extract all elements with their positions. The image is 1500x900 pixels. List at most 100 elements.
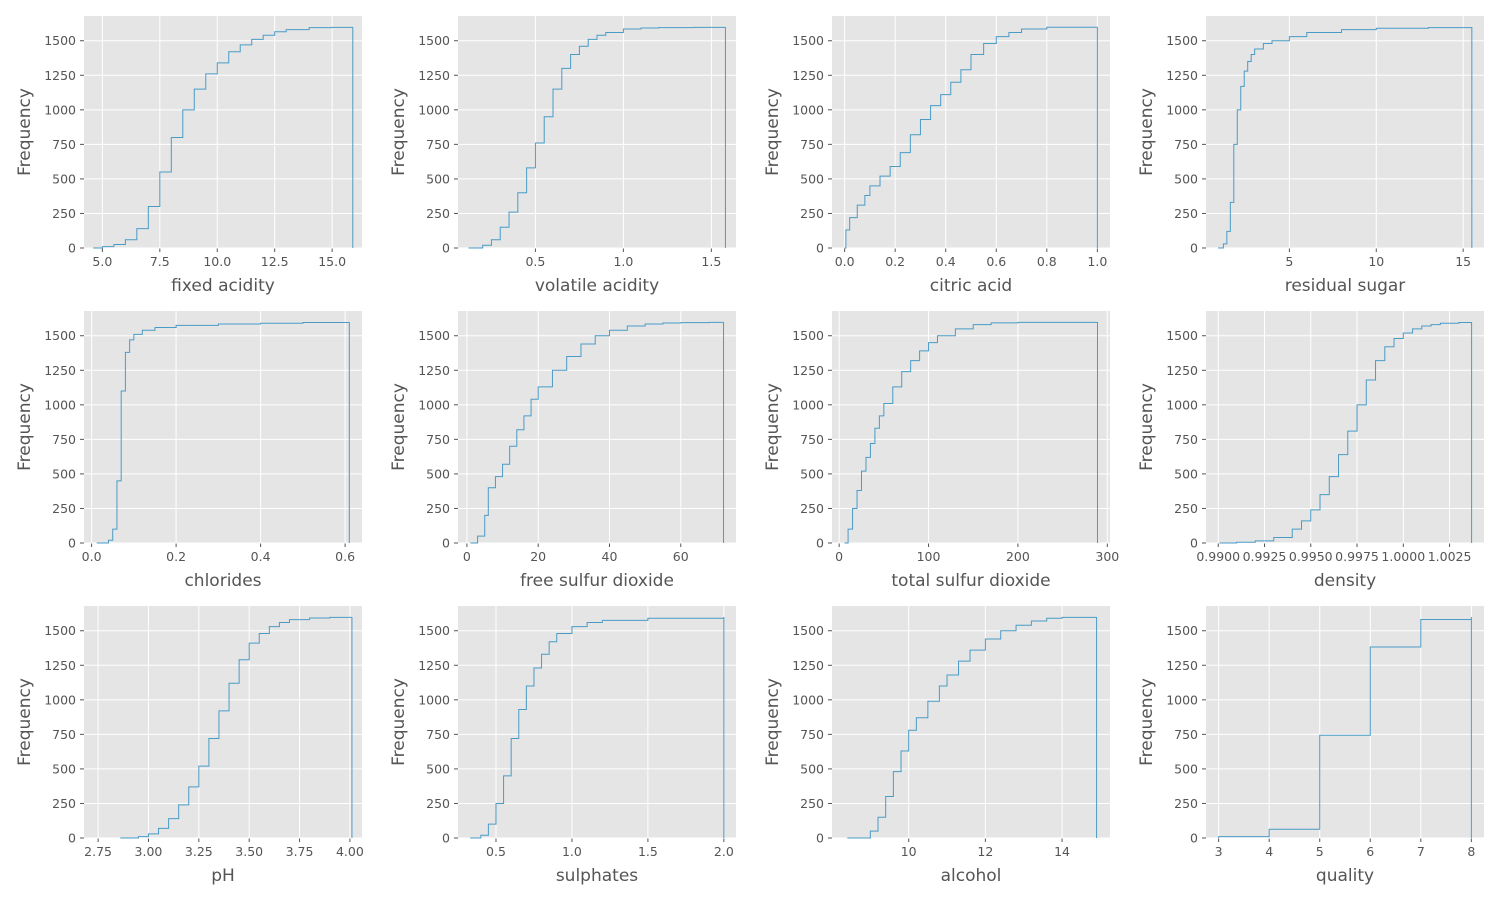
x-tick-label: 0.5: [486, 844, 506, 859]
x-axis-label: density: [1314, 571, 1376, 591]
y-tick-label: 500: [800, 466, 824, 481]
x-tick-label: 4: [1265, 844, 1273, 859]
panel-quality: 3 4 5 6 7 8 0 250 500 750 1000 1250 1500 quality Frequ…: [1137, 606, 1484, 886]
y-axis-label: Frequency: [1137, 678, 1157, 766]
y-tick-label: 500: [426, 761, 450, 776]
x-axis-label: volatile acidity: [535, 276, 659, 296]
y-tick-label: 1500: [44, 328, 76, 343]
x-tick-label: 2.0: [714, 844, 734, 859]
x-tick-label: 0.4: [936, 254, 956, 269]
x-tick-label: 3: [1215, 844, 1223, 859]
y-tick-label: 1250: [1166, 68, 1198, 83]
cumulative-step-series: [1219, 321, 1473, 544]
y-tick-label: 1250: [792, 363, 824, 378]
plot-area: [832, 311, 1110, 543]
x-axis-label: sulphates: [556, 866, 638, 886]
y-tick-label: 1000: [418, 397, 450, 412]
y-tick-label: 1250: [792, 68, 824, 83]
y-tick-label: 1000: [44, 692, 76, 707]
y-tick-label: 500: [800, 761, 824, 776]
y-tick-label: 1250: [1166, 658, 1198, 673]
x-tick-label: 1.5: [701, 254, 721, 269]
y-tick-label: 1000: [44, 397, 76, 412]
x-tick-label: 3.25: [185, 844, 213, 859]
x-tick-label: 40: [602, 549, 618, 564]
y-tick-label: 750: [800, 727, 824, 742]
cumulative-step-series: [96, 321, 350, 544]
y-tick-label: 750: [800, 137, 824, 152]
cumulative-step-series: [847, 616, 1098, 839]
y-tick-label: 1000: [792, 692, 824, 707]
y-tick-label: 1000: [1166, 692, 1198, 707]
y-tick-label: 750: [52, 137, 76, 152]
y-tick-label: 250: [800, 501, 824, 516]
x-axis-label: alcohol: [941, 866, 1002, 886]
x-tick-label: 0.9975: [1335, 549, 1379, 564]
x-tick-label: 3.00: [135, 844, 163, 859]
y-tick-label: 0: [1190, 831, 1198, 846]
x-tick-label: 7.5: [150, 254, 170, 269]
y-tick-label: 250: [52, 501, 76, 516]
y-tick-label: 0: [1190, 241, 1198, 256]
y-tick-label: 1250: [44, 68, 76, 83]
y-tick-label: 1500: [418, 623, 450, 638]
y-tick-label: 1500: [792, 33, 824, 48]
x-tick-label: 1.0: [562, 844, 582, 859]
x-tick-label: 10: [901, 844, 917, 859]
plot-area: [458, 606, 736, 838]
y-tick-label: 1500: [418, 328, 450, 343]
panel-citric-acid: 0.0 0.2 0.4 0.6 0.8 1.0 0 250 500 750 1000 1250 1500…: [763, 16, 1110, 296]
y-tick-label: 1500: [44, 33, 76, 48]
x-tick-label: 1.0: [1087, 254, 1107, 269]
x-tick-label: 15.0: [318, 254, 346, 269]
x-tick-label: 3.50: [235, 844, 263, 859]
y-tick-label: 500: [52, 466, 76, 481]
y-tick-label: 1000: [44, 102, 76, 117]
x-tick-label: 0.9950: [1289, 549, 1333, 564]
cumulative-step-series: [468, 26, 726, 249]
y-tick-label: 500: [1174, 761, 1198, 776]
x-tick-label: 1.0025: [1428, 549, 1472, 564]
y-tick-label: 0: [816, 831, 824, 846]
x-tick-label: 300: [1095, 549, 1119, 564]
x-tick-label: 14: [1054, 844, 1070, 859]
y-tick-label: 1000: [1166, 397, 1198, 412]
y-tick-label: 250: [52, 796, 76, 811]
x-tick-label: 20: [530, 549, 546, 564]
y-tick-label: 0: [442, 536, 450, 551]
y-tick-label: 1250: [418, 68, 450, 83]
y-axis-label: Frequency: [15, 88, 35, 176]
y-tick-label: 250: [800, 796, 824, 811]
x-tick-label: 200: [1006, 549, 1030, 564]
x-tick-label: 0.9925: [1243, 549, 1287, 564]
y-tick-label: 500: [426, 171, 450, 186]
y-tick-label: 250: [426, 206, 450, 221]
y-tick-label: 500: [1174, 466, 1198, 481]
x-tick-label: 4.00: [336, 844, 364, 859]
y-tick-label: 1250: [44, 363, 76, 378]
y-tick-label: 1500: [44, 623, 76, 638]
y-axis-label: Frequency: [389, 88, 409, 176]
y-tick-label: 250: [1174, 501, 1198, 516]
y-tick-label: 500: [1174, 171, 1198, 186]
panel-fixed-acidity: 5.0 7.5 10.0 12.5 15.0 0 250 500 750 1000 1250 1500…: [15, 16, 362, 296]
x-tick-label: 0.0: [82, 549, 102, 564]
y-tick-label: 1000: [792, 102, 824, 117]
y-axis-label: Frequency: [763, 383, 783, 471]
cumulative-step-series: [470, 617, 725, 839]
x-tick-label: 5: [1316, 844, 1324, 859]
x-tick-label: 5: [1285, 254, 1293, 269]
x-tick-label: 6: [1366, 844, 1374, 859]
y-tick-label: 750: [1174, 432, 1198, 447]
y-tick-label: 750: [800, 432, 824, 447]
panel-alcohol: 10 12 14 0 250 500 750 1000 1250 1500 alcohol Frequ…: [763, 606, 1110, 886]
y-tick-label: 1000: [418, 692, 450, 707]
y-axis-label: Frequency: [763, 678, 783, 766]
y-tick-label: 750: [52, 432, 76, 447]
cumulative-step-series: [470, 321, 725, 544]
y-tick-label: 0: [68, 831, 76, 846]
panel-chlorides: 0.0 0.2 0.4 0.6 0 250 500 750 1000 1250 1500 chlori…: [15, 311, 362, 591]
y-tick-label: 1000: [792, 397, 824, 412]
x-tick-label: 0.2: [166, 549, 186, 564]
